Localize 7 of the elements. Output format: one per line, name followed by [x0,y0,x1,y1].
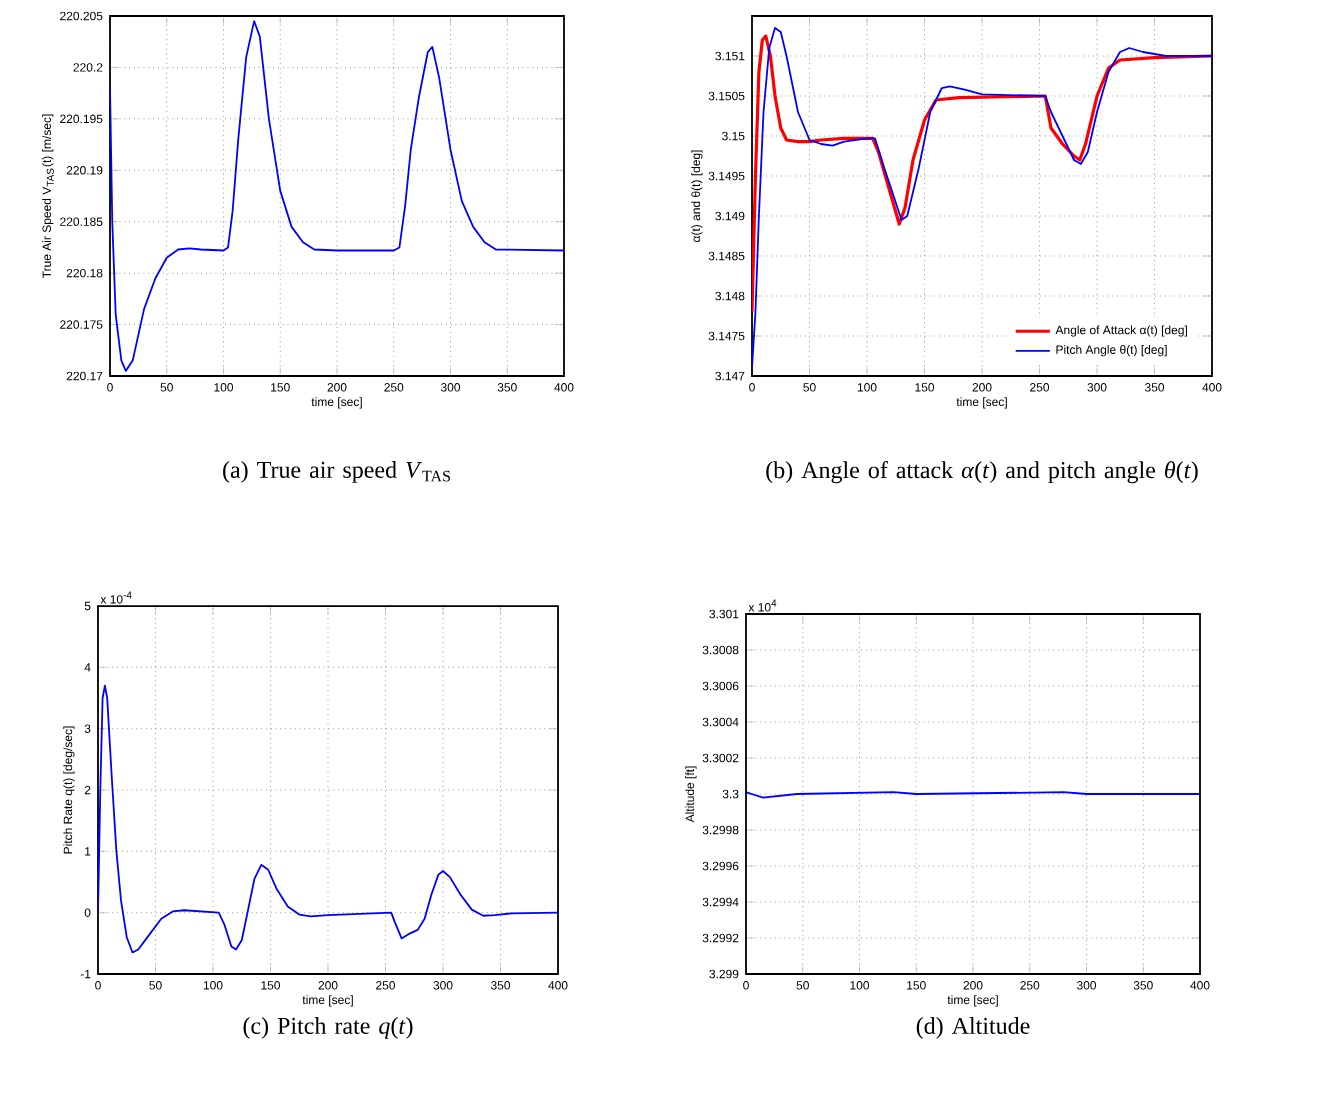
chart-title: (b) Angle of attack α(t) and pitch angle θ(t) [766,461,1198,484]
line-series [110,20,564,372]
text: (c) Pitch rate q(t) [243,1017,413,1039]
text: (d) Altitude [916,1017,1030,1039]
text: (a) True air speed V$_{TAS}$ [223,461,450,483]
line-series [752,27,1213,369]
line-series [752,34,1213,314]
